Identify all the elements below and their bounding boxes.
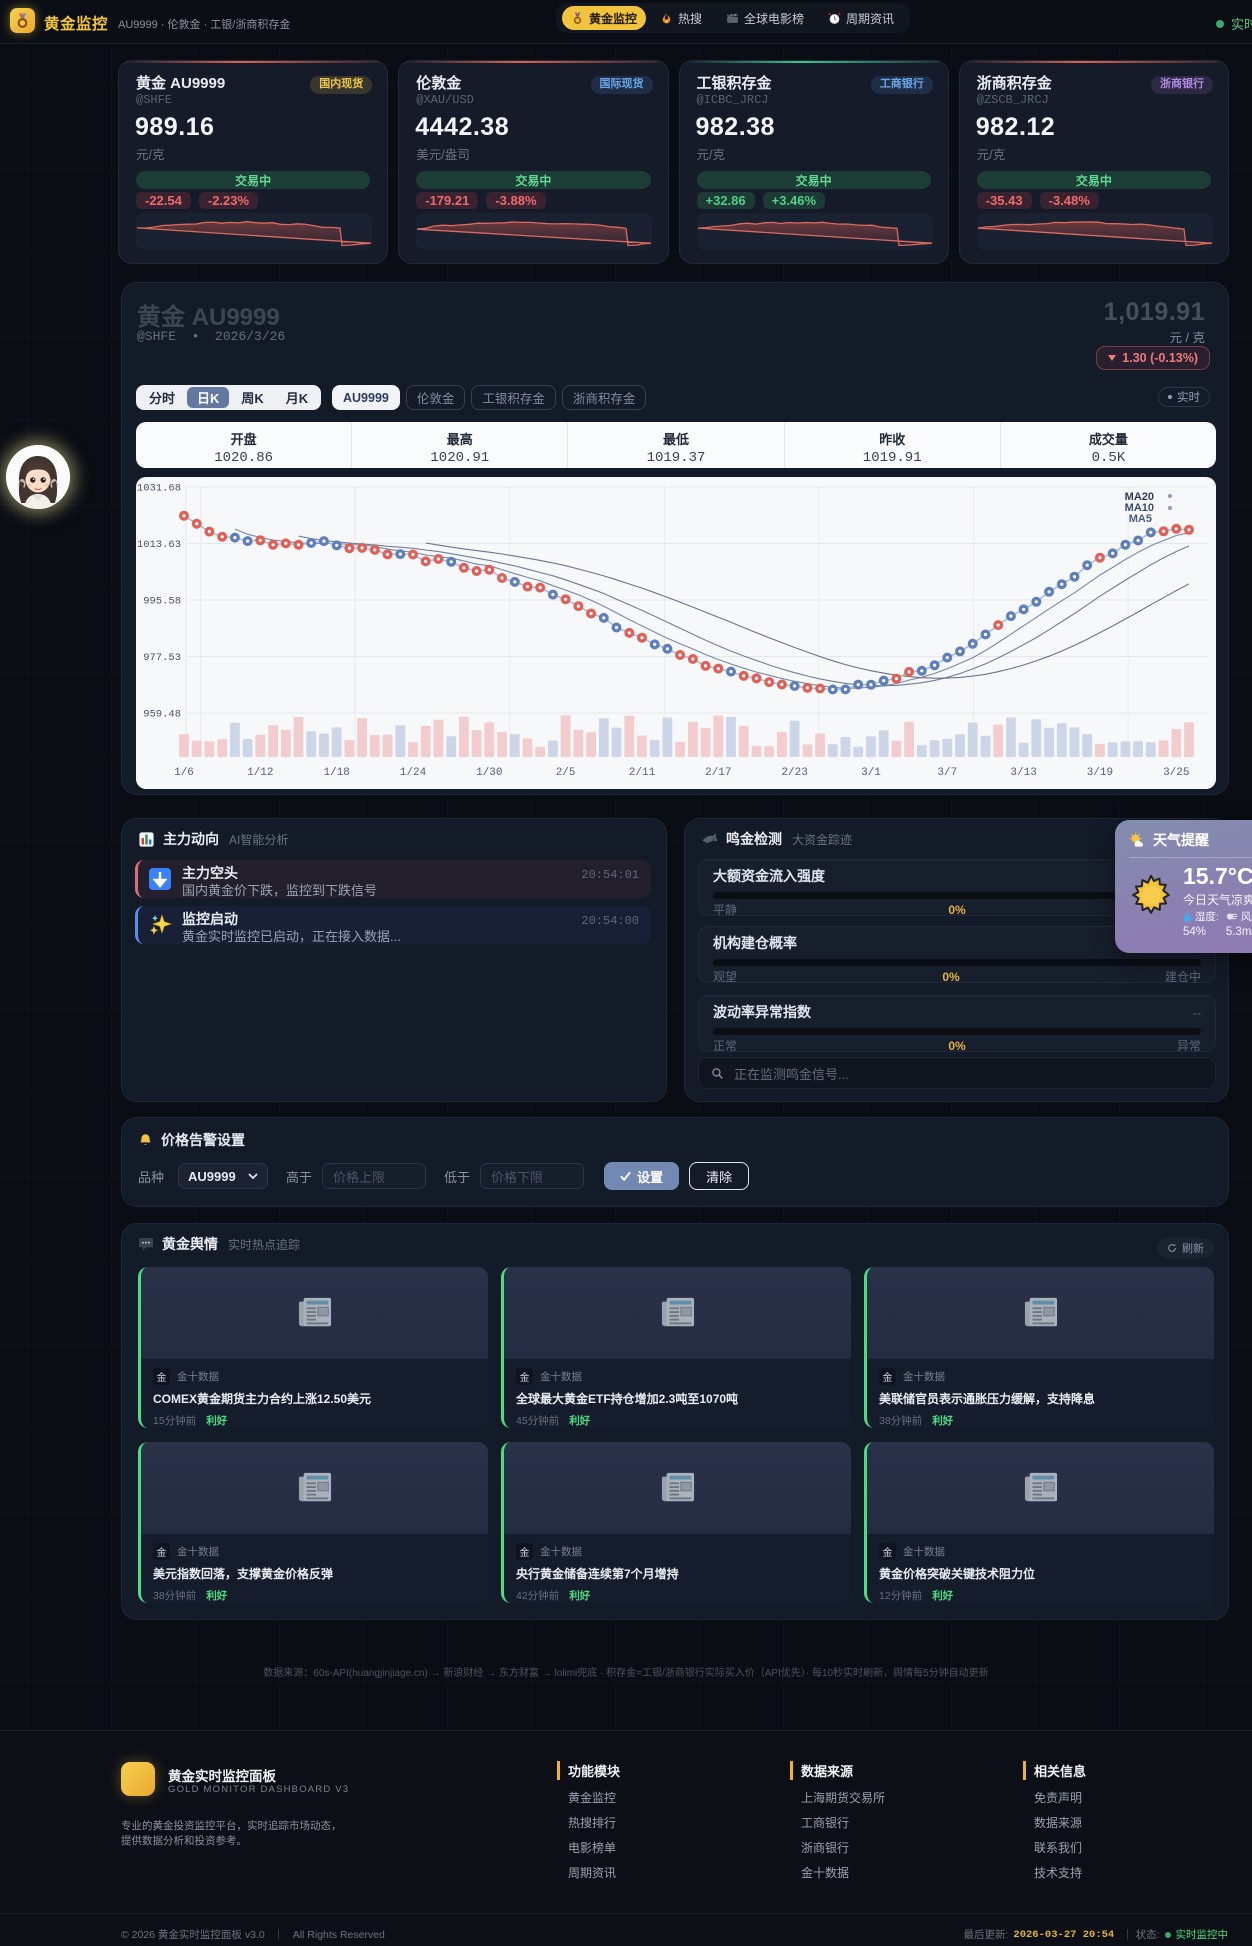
svg-text:3/1: 3/1 — [861, 767, 881, 779]
svg-text:1/18: 1/18 — [323, 767, 349, 779]
svg-text:1/30: 1/30 — [476, 767, 502, 779]
svg-text:2/5: 2/5 — [556, 767, 576, 779]
svg-text:2/11: 2/11 — [629, 767, 656, 779]
svg-text:3/19: 3/19 — [1087, 767, 1113, 779]
svg-text:995.58: 995.58 — [143, 596, 181, 608]
svg-text:977.53: 977.53 — [143, 652, 181, 664]
svg-text:3/13: 3/13 — [1010, 767, 1036, 779]
svg-text:1013.63: 1013.63 — [137, 539, 181, 551]
svg-text:2/23: 2/23 — [781, 767, 807, 779]
svg-text:3/25: 3/25 — [1163, 767, 1189, 779]
svg-text:959.48: 959.48 — [143, 709, 181, 721]
svg-text:1/12: 1/12 — [247, 767, 273, 779]
svg-text:1031.68: 1031.68 — [137, 483, 181, 495]
svg-text:3/7: 3/7 — [937, 767, 957, 779]
svg-text:1/6: 1/6 — [174, 767, 194, 779]
svg-text:2/17: 2/17 — [705, 767, 731, 779]
svg-text:1/24: 1/24 — [400, 767, 427, 779]
